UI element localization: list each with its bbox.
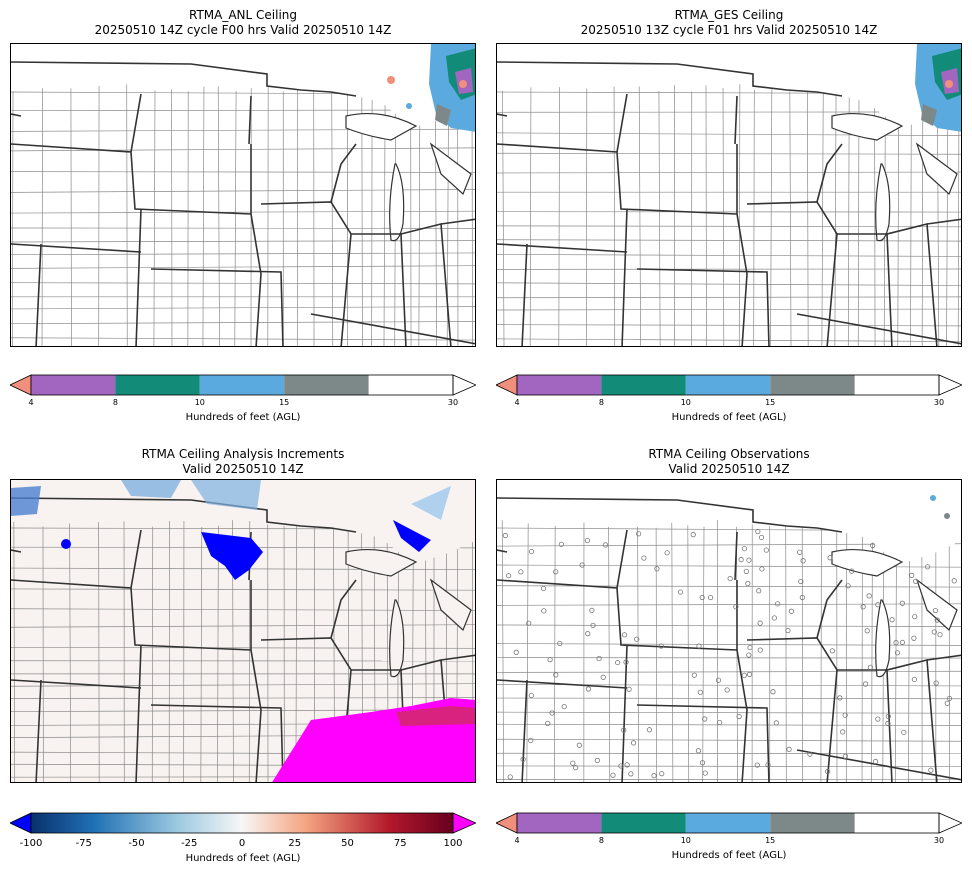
colorbar-tick: 4 — [514, 836, 520, 845]
colorbar-label: Hundreds of feet (AGL) — [671, 850, 787, 861]
county-borders — [497, 520, 961, 782]
colorbar-tick: 30 — [933, 836, 945, 845]
panel-title-line1: RTMA Ceiling Analysis Increments — [141, 447, 345, 461]
colorbar-strip — [9, 812, 478, 834]
great-lakes — [831, 112, 958, 242]
map-canvas — [497, 44, 961, 346]
map-ges-ceiling — [496, 43, 962, 347]
great-lakes — [345, 112, 472, 242]
map-canvas — [11, 480, 475, 782]
colorbar-tick: 15 — [765, 836, 776, 845]
colorbar-ceiling-obs: 4 8 10 15 30 Hundreds of feet (AGL) — [495, 812, 964, 868]
map-anl-ceiling — [10, 43, 476, 347]
colorbar-tick: -25 — [181, 838, 198, 849]
state-borders — [497, 497, 961, 782]
state-borders — [11, 61, 475, 346]
colorbar-tick: 8 — [598, 836, 604, 845]
state-borders — [497, 61, 961, 346]
colorbar-tick: 15 — [765, 398, 776, 407]
colorbar-tick: 4 — [28, 398, 34, 407]
panel-title-line2: Valid 20250510 14Z — [182, 462, 304, 476]
canada-region — [497, 44, 961, 126]
colorbar-strip — [495, 374, 964, 396]
colorbar-tick: -50 — [128, 838, 145, 849]
panel-title-ges: RTMA_GES Ceiling 20250510 13Z cycle F01 … — [496, 8, 962, 38]
map-canvas — [11, 44, 475, 346]
map-canvas — [497, 480, 961, 782]
panel-title-line1: RTMA_GES Ceiling — [674, 8, 784, 22]
panel-title-line2: 20250510 14Z cycle F00 hrs Valid 2025051… — [94, 23, 392, 37]
map-ceiling-increments — [10, 479, 476, 783]
great-lakes — [345, 548, 472, 678]
colorbar-strip — [495, 812, 964, 834]
colorbar-label: Hundreds of feet (AGL) — [185, 412, 301, 423]
colorbar-tick: 0 — [238, 838, 246, 849]
colorbar-tick: 10 — [680, 398, 691, 407]
colorbar-ceiling-anl: 4 8 10 15 30 Hundreds of feet (AGL) — [9, 374, 478, 424]
colorbar-ceiling-ges: 4 8 10 15 30 Hundreds of feet (AGL) — [495, 374, 964, 424]
colorbar-increments: -100 -75 -50 -25 0 25 50 75 100 Hundreds of feet … — [9, 812, 478, 868]
canada-region — [11, 480, 475, 562]
colorbar-tick: 30 — [447, 398, 459, 407]
ceiling-field — [915, 44, 961, 132]
colorbar-label: Hundreds of feet (AGL) — [185, 853, 301, 864]
panel-title-line2: 20250510 13Z cycle F01 hrs Valid 2025051… — [580, 23, 878, 37]
canada-region — [11, 44, 475, 126]
panel-title-line1: RTMA_ANL Ceiling — [188, 8, 298, 22]
map-ceiling-observations — [496, 479, 962, 783]
colorbar-strip — [9, 374, 478, 396]
colorbar-tick: 75 — [393, 838, 407, 849]
colorbar-tick: -100 — [19, 838, 43, 849]
colorbar-tick: 25 — [288, 838, 302, 849]
colorbar-label: Hundreds of feet (AGL) — [671, 412, 787, 423]
colorbar-tick: 30 — [933, 398, 945, 407]
colorbar-tick: 100 — [443, 838, 463, 849]
increment-field — [11, 480, 475, 782]
panel-title-increments: RTMA Ceiling Analysis Increments Valid 2… — [10, 447, 476, 477]
panel-title-observations: RTMA Ceiling Observations Valid 20250510… — [496, 447, 962, 477]
ceiling-field — [387, 44, 475, 132]
colorbar-tick: 4 — [514, 398, 520, 407]
colorbar-tick: -75 — [75, 838, 92, 849]
colorbar-tick: 10 — [680, 836, 691, 845]
colorbar-tick: 8 — [598, 398, 604, 407]
panel-title-line2: Valid 20250510 14Z — [668, 462, 790, 476]
panel-title-line1: RTMA Ceiling Observations — [648, 447, 810, 461]
colorbar-tick: 10 — [194, 398, 205, 407]
colorbar-tick: 15 — [279, 398, 290, 407]
panel-title-anl: RTMA_ANL Ceiling 20250510 14Z cycle F00 … — [10, 8, 476, 38]
great-lakes — [831, 548, 958, 678]
county-borders — [11, 520, 475, 782]
colorbar-tick: 50 — [341, 838, 354, 849]
observation-markers — [502, 528, 957, 780]
canada-region — [497, 480, 961, 562]
colorbar-tick: 8 — [112, 398, 118, 407]
